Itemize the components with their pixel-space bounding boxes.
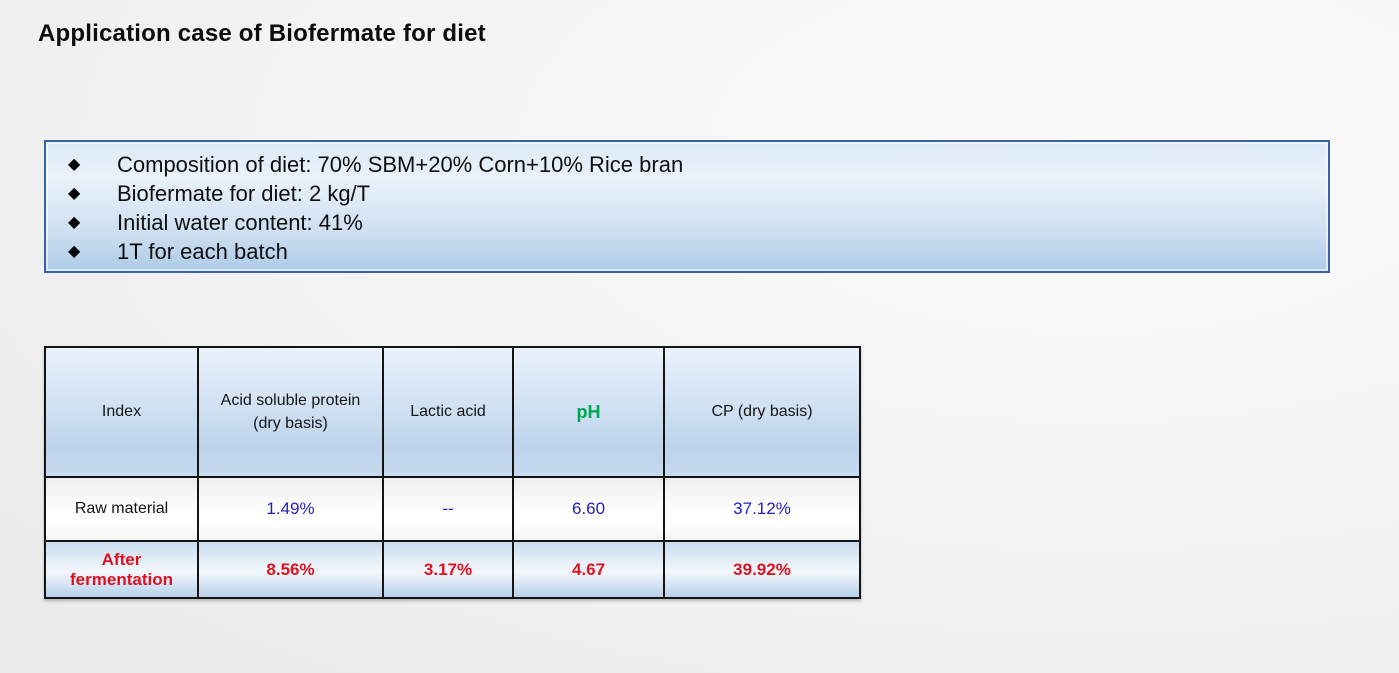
row-label-raw-material: Raw material [44, 476, 199, 542]
col-header-lactic-acid: Lactic acid [382, 346, 514, 478]
table-row-after-fermentation: After fermentation 8.56% 3.17% 4.67 39.9… [44, 540, 861, 599]
bullet-text-dosage: Biofermate for diet: 2 kg/T [117, 180, 371, 206]
list-item: ◆ Composition of diet: 70% SBM+20% Corn+… [66, 150, 1328, 179]
bullet-text-composition: Composition of diet: 70% SBM+20% Corn+10… [117, 151, 684, 177]
col-header-index: Index [44, 346, 199, 478]
diamond-bullet-icon: ◆ [68, 155, 81, 173]
cell-after-cp: 39.92% [663, 540, 861, 599]
col-header-cp: CP (dry basis) [663, 346, 861, 478]
list-item: ◆ Initial water content: 41% [66, 208, 1328, 237]
diamond-bullet-icon: ◆ [68, 242, 81, 260]
list-item: ◆ 1T for each batch [66, 237, 1328, 266]
cell-raw-acid-soluble-protein: 1.49% [197, 476, 384, 542]
cell-raw-lactic-acid: -- [382, 476, 514, 542]
cell-raw-ph: 6.60 [512, 476, 665, 542]
col-header-ph: pH [512, 346, 665, 478]
table-row-raw-material: Raw material 1.49% -- 6.60 37.12% [44, 476, 861, 542]
bullet-text-batch-size: 1T for each batch [117, 238, 288, 264]
table-header-row: Index Acid soluble protein (dry basis) L… [44, 346, 861, 478]
diet-info-panel: ◆ Composition of diet: 70% SBM+20% Corn+… [44, 140, 1330, 273]
cell-raw-cp: 37.12% [663, 476, 861, 542]
cell-after-acid-soluble-protein: 8.56% [197, 540, 384, 599]
col-header-acid-soluble-protein: Acid soluble protein (dry basis) [197, 346, 384, 478]
row-label-after-fermentation: After fermentation [44, 540, 199, 599]
diamond-bullet-icon: ◆ [68, 213, 81, 231]
bullet-text-water-content: Initial water content: 41% [117, 209, 363, 235]
slide-title: Application case of Biofermate for diet [38, 20, 486, 47]
fermentation-results-table: Index Acid soluble protein (dry basis) L… [44, 346, 861, 599]
cell-after-ph: 4.67 [512, 540, 665, 599]
diamond-bullet-icon: ◆ [68, 184, 81, 202]
cell-after-lactic-acid: 3.17% [382, 540, 514, 599]
list-item: ◆ Biofermate for diet: 2 kg/T [66, 179, 1328, 208]
